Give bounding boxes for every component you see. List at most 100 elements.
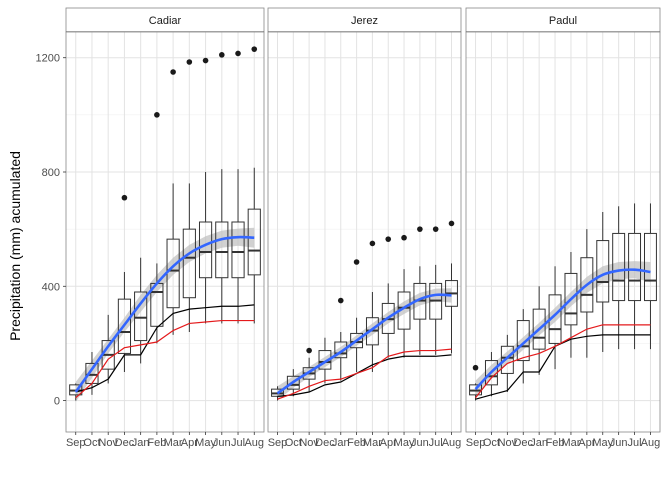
x-tick-label: Apr (181, 437, 198, 449)
boxplot-dec (117, 272, 132, 372)
boxplot-apr (182, 183, 196, 332)
smooth-confidence-band (75, 227, 255, 402)
box (350, 332, 364, 349)
smooth-trend-line (74, 235, 255, 393)
black-series-line (277, 354, 452, 397)
box (247, 208, 261, 276)
y-tick-label: 0 (54, 396, 60, 408)
x-tick-label: Feb (347, 437, 366, 449)
box (318, 350, 332, 370)
outlier-point (417, 226, 423, 232)
y-tick-label: 1200 (36, 53, 60, 65)
red-series-line (277, 348, 452, 400)
boxplots (469, 203, 657, 401)
outlier-point (337, 297, 344, 304)
facet-label: Cadiar (149, 15, 182, 27)
box (198, 221, 213, 279)
boxplot-mar (564, 252, 578, 358)
x-tick-label: Aug (442, 437, 462, 449)
red-series-line (75, 319, 255, 399)
outlier-point (448, 220, 455, 227)
smooth-trend-line (474, 268, 651, 391)
outlier-point (154, 112, 160, 118)
boxplot-jul (429, 264, 443, 355)
x-tick-label: Nov (98, 437, 118, 449)
x-tick-label: Jan (332, 437, 350, 449)
box (628, 232, 642, 302)
boxplot-jun (215, 169, 229, 324)
outliers (306, 220, 455, 354)
y-axis: 0 400 800 1200 (36, 53, 66, 408)
box (564, 272, 578, 326)
panel-background (268, 32, 461, 432)
black-series-line (75, 304, 255, 393)
smooth-trend-line (276, 293, 452, 395)
x-tick-label: May (394, 437, 415, 449)
box (334, 341, 348, 359)
outlier-point (235, 50, 241, 57)
facet-strip (65, 7, 265, 33)
x-tick-label: Apr (380, 437, 397, 449)
x-tick-label: Sep (466, 437, 486, 449)
y-tick-label: 400 (42, 281, 60, 293)
x-tick-label: Apr (578, 437, 595, 449)
outlier-point (432, 226, 439, 232)
box (516, 320, 530, 362)
boxplot-aug (247, 167, 261, 324)
facet-strip (267, 7, 462, 33)
outlier-point (472, 364, 479, 371)
x-tick-label: Oct (483, 437, 500, 449)
outlier-point (401, 234, 407, 241)
x-tick-label: May (195, 437, 216, 449)
box (134, 291, 148, 342)
outlier-point (306, 347, 312, 354)
x-tick-label: Jan (132, 437, 150, 449)
smooth-confidence-band (475, 261, 651, 398)
x-tick-label: Aug (244, 437, 264, 449)
x-tick-label: Jun (610, 437, 628, 449)
box (532, 308, 546, 350)
outliers (121, 46, 258, 201)
x-tick-label: Jun (213, 437, 231, 449)
x-tick-label: Dec (115, 437, 135, 449)
x-tick-label: Jun (411, 437, 429, 449)
boxplot-jan (134, 257, 148, 364)
boxplot-may (198, 172, 213, 324)
smooth-confidence-band (277, 288, 452, 401)
outlier-point (353, 259, 360, 265)
x-tick-label: Jul (429, 437, 443, 449)
outliers (472, 364, 479, 371)
y-axis-title: Precipitation (mm) acumulated (7, 151, 23, 341)
box (612, 232, 626, 302)
x-tick-label: Mar (164, 437, 183, 449)
outlier-point (219, 52, 225, 58)
box (231, 221, 245, 279)
outlier-point (251, 46, 258, 52)
x-tick-label: Feb (546, 437, 565, 449)
red-series-line (475, 324, 651, 399)
outlier-point (369, 240, 376, 247)
outlier-point (170, 69, 176, 75)
panel-border (65, 31, 265, 433)
x-tick-label: Dec (315, 437, 335, 449)
box (286, 375, 300, 390)
x-tick-label: Mar (363, 437, 382, 449)
x-tick-label: Nov (299, 437, 319, 449)
box (596, 240, 610, 303)
x-tick-label: Sep (268, 437, 288, 449)
x-tick-label: Mar (561, 437, 580, 449)
x-tick-label: Jul (628, 437, 642, 449)
box (182, 228, 196, 299)
x-tick-label: Dec (513, 437, 533, 449)
boxplot-jul (628, 203, 642, 350)
boxplot-apr (580, 229, 594, 358)
outlier-point (186, 59, 193, 65)
boxplot-jul (231, 169, 245, 324)
box (117, 298, 132, 354)
